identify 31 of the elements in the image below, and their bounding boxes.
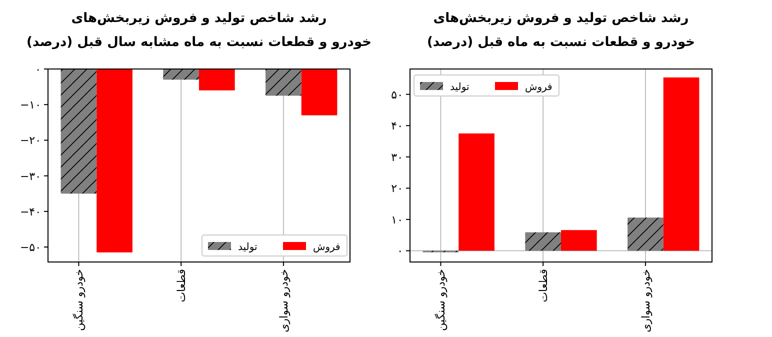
y-tick-label: ۳۰ [391, 150, 403, 164]
chart-subtitle: خودرو و قطعات نسبت به ماه قبل (درصد) [426, 35, 696, 50]
bar [663, 77, 700, 251]
legend-label: تولید [450, 82, 470, 93]
y-tick-label: ۱۰ [391, 213, 403, 226]
y-tick-label: −۱۰ [20, 98, 41, 112]
y-tick-label: −۵۰ [20, 241, 41, 254]
y-tick-label: ۵۰ [391, 88, 403, 102]
chart-title: رشد شاخص تولید و فروش زیربخش‌های [71, 11, 327, 26]
bar [628, 218, 664, 251]
y-tick-label: ۰ [397, 244, 403, 258]
bar [525, 232, 561, 251]
chart-title: رشد شاخص تولید و فروش زیربخش‌های [433, 11, 689, 26]
x-tick-label: خودرو سنگین [434, 269, 448, 331]
legend-label: فروش [313, 242, 341, 253]
bar [561, 230, 597, 251]
y-tick-label: −۳۰ [20, 170, 41, 183]
x-tick-label: قطعات [537, 269, 550, 302]
y-tick-label: ۲۰ [391, 182, 403, 196]
legend-label: تولید [238, 242, 258, 253]
x-tick-label: خودرو سنگین [72, 269, 86, 331]
legend-label: فروش [525, 82, 553, 93]
bar [458, 133, 494, 251]
x-tick-label: قطعات [175, 269, 188, 302]
x-tick-label: خودرو سواری [277, 269, 290, 332]
y-tick-label: −۲۰ [20, 134, 41, 148]
chart-subtitle: خودرو و قطعات نسبت به ماه مشابه سال قبل (درصد) [26, 35, 372, 50]
y-tick-label: −۴۰ [20, 205, 41, 218]
y-tick-label: ۴۰ [391, 120, 403, 133]
x-tick-label: خودرو سواری [639, 269, 652, 332]
y-tick-label: ۰ [35, 63, 41, 76]
